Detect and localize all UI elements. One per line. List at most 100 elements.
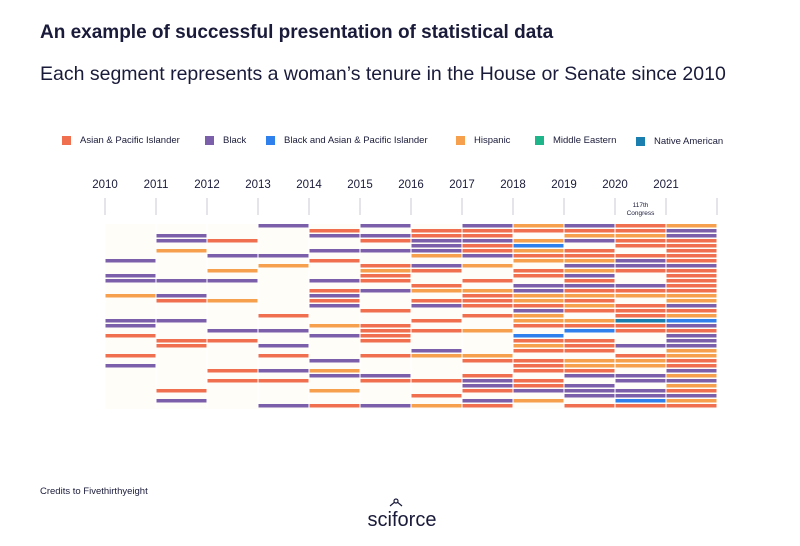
year-label: 2019 (551, 179, 577, 191)
tenure-segment (156, 294, 207, 298)
tenure-segment (615, 314, 666, 318)
tenure-segment (360, 249, 411, 253)
tenure-segment (411, 379, 462, 383)
legend-item-middle-eastern: Middle Eastern (535, 135, 616, 146)
tenure-segment (564, 389, 615, 393)
legend-label: Middle Eastern (553, 135, 617, 146)
annotation-line-2: Congress (627, 210, 656, 217)
legend-label: Native American (654, 136, 724, 147)
chart-legend: Asian & Pacific Islander Black Black and… (0, 130, 800, 150)
tenure-segment (309, 324, 360, 328)
tenure-segment (462, 229, 513, 233)
tenure-segment (615, 269, 666, 273)
tenure-segment (462, 384, 513, 388)
tenure-segment (411, 254, 462, 258)
tenure-segment (564, 254, 615, 258)
tenure-segment (564, 329, 615, 333)
tenure-segment (411, 244, 462, 248)
tenure-segment (411, 239, 462, 243)
tenure-segment (513, 309, 564, 313)
page-title: An example of successful presentation of… (40, 22, 554, 43)
tenure-segment (666, 349, 717, 353)
tenure-segment (615, 404, 666, 408)
legend-swatch (205, 136, 214, 145)
tenure-segment (615, 319, 666, 323)
tenure-segment (462, 379, 513, 383)
tenure-segment (360, 274, 411, 278)
tenure-segment (207, 279, 258, 283)
legend-item-hispanic: Hispanic (456, 135, 510, 146)
tenure-segment (309, 304, 360, 308)
legend-swatch (456, 136, 465, 145)
tenure-segment (564, 269, 615, 273)
tenure-segment (564, 239, 615, 243)
tenure-segment (105, 319, 156, 323)
tenure-segment (666, 284, 717, 288)
tenure-segment (360, 239, 411, 243)
tenure-segment (564, 274, 615, 278)
tenure-segment (564, 224, 615, 228)
tenure-segment (207, 369, 258, 373)
tenure-segment (564, 359, 615, 363)
tenure-segment (564, 304, 615, 308)
tenure-segment (513, 384, 564, 388)
page-subtitle: Each segment represents a woman’s tenure… (40, 63, 726, 85)
tenure-segment (258, 344, 309, 348)
tenure-segment (564, 264, 615, 268)
tenure-segment (411, 319, 462, 323)
tenure-segment (513, 334, 564, 338)
tenure-segment (666, 224, 717, 228)
tenure-segment (462, 374, 513, 378)
tenure-segment (666, 339, 717, 343)
tenure-segment (564, 229, 615, 233)
tenure-segment (513, 254, 564, 258)
tenure-segment (156, 319, 207, 323)
tenure-segment (105, 294, 156, 298)
tenure-segment (309, 294, 360, 298)
tenure-segment (564, 319, 615, 323)
year-label: 2011 (144, 179, 169, 191)
tenure-segment (360, 264, 411, 268)
tenure-segment (462, 289, 513, 293)
tenure-segment (513, 364, 564, 368)
tenure-segment (513, 369, 564, 373)
legend-swatch (636, 137, 645, 146)
tenure-segment (462, 404, 513, 408)
tenure-segment (156, 249, 207, 253)
tenure-segment (513, 269, 564, 273)
tenure-segment (615, 389, 666, 393)
tenure-segment (564, 289, 615, 293)
tenure-segment (666, 304, 717, 308)
tenure-segment (105, 364, 156, 368)
tenure-segment (360, 309, 411, 313)
tenure-segment (360, 339, 411, 343)
legend-item-black-and-asian-pacific-islander: Black and Asian & Pacific Islander (266, 135, 428, 146)
tenure-segment (666, 359, 717, 363)
tenure-segment (309, 229, 360, 233)
tenure-segment (258, 354, 309, 358)
tenure-segment (411, 264, 462, 268)
tenure-segment (615, 329, 666, 333)
svg-text:sciforce: sciforce (368, 509, 437, 531)
tenure-segment (615, 284, 666, 288)
tenure-segment (156, 234, 207, 238)
credits-text: Credits to Fivethirthyeight (40, 486, 148, 497)
tenure-segment (258, 404, 309, 408)
tenure-segment (411, 234, 462, 238)
tenure-segment (411, 249, 462, 253)
tenure-segment (666, 399, 717, 403)
tenure-segment (360, 234, 411, 238)
tenure-segment (513, 229, 564, 233)
tenure-segment (513, 299, 564, 303)
tenure-segment (462, 244, 513, 248)
tenure-segment (564, 384, 615, 388)
tenure-segment (207, 329, 258, 333)
tenure-segment (360, 224, 411, 228)
tenure-segment (462, 314, 513, 318)
tenure-segment (207, 339, 258, 343)
legend-item-asian-pacific-islander: Asian & Pacific Islander (62, 135, 180, 146)
tenure-segment (309, 299, 360, 303)
tenure-segment (666, 309, 717, 313)
tenure-segment (156, 399, 207, 403)
tenure-segment (666, 289, 717, 293)
